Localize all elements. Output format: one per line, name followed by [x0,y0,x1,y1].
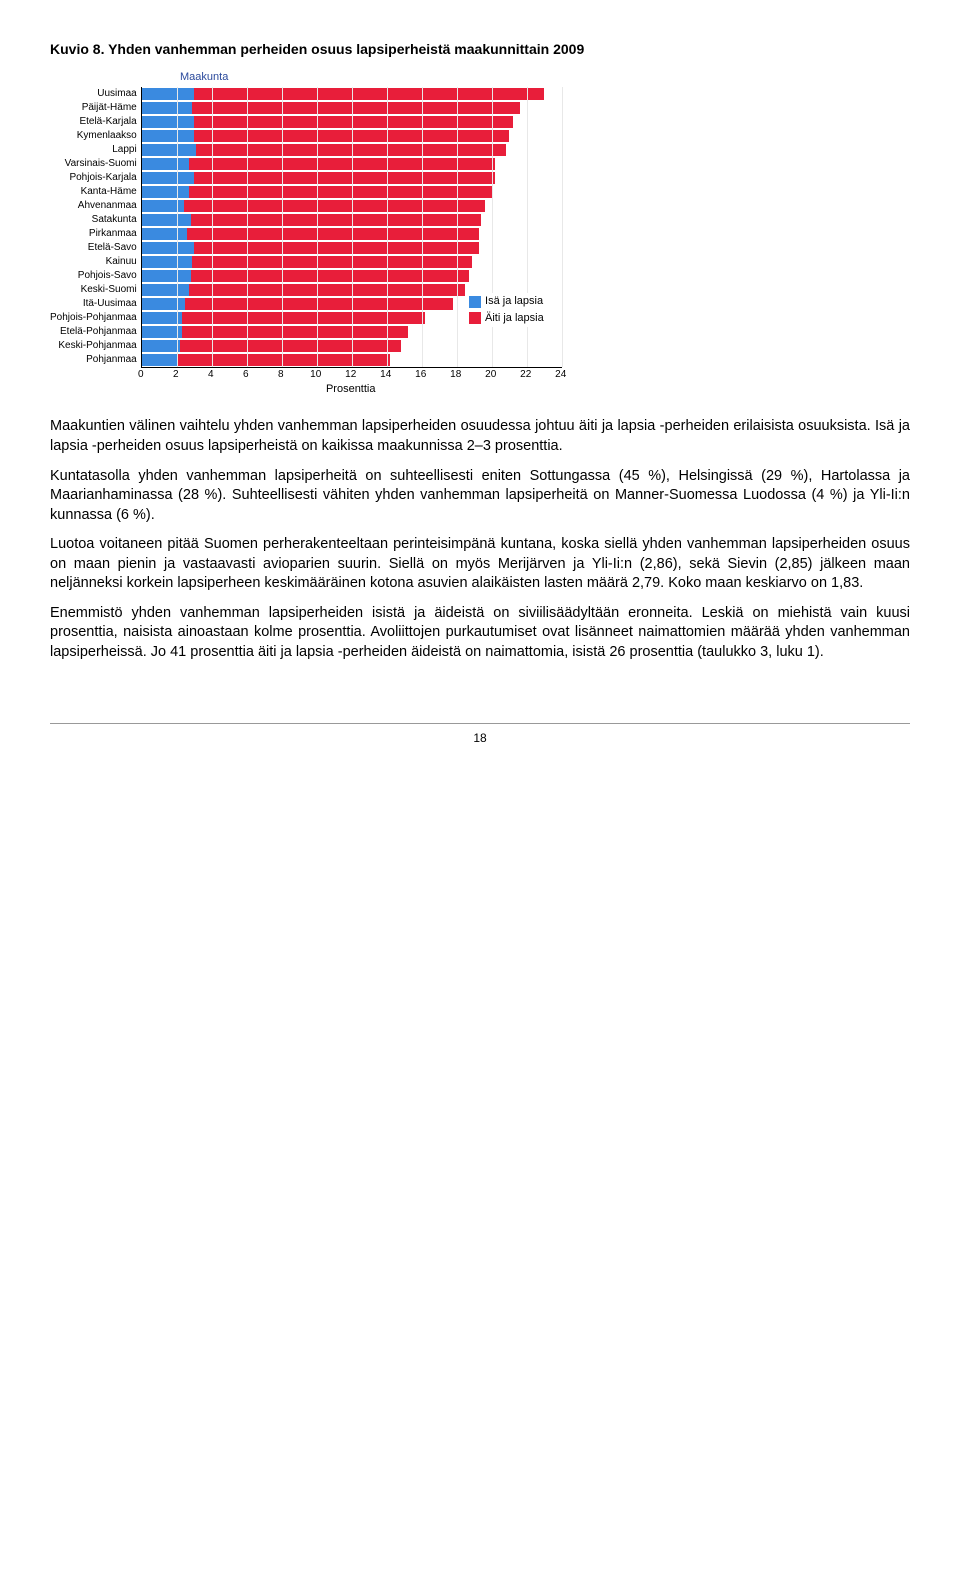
page-number: 18 [50,723,910,747]
chart-x-tick-label: 14 [380,368,391,382]
body-paragraph: Maakuntien välinen vaihtelu yhden vanhem… [50,417,910,456]
chart-gridline [247,87,248,367]
chart-y-tick-label: Keski-Pohjanmaa [58,339,136,353]
chart-inner-title: Maakunta [180,70,910,85]
chart-x-tick-label: 8 [278,368,284,382]
chart-x-label: Prosenttia [141,382,561,397]
chart-y-tick-label: Pohjanmaa [86,353,137,367]
chart-bar-seg-isa [142,354,177,366]
chart-bar-seg-aiti [180,340,401,352]
chart-y-tick-label: Keski-Suomi [81,283,137,297]
chart-y-tick-label: Etelä-Savo [88,241,137,255]
chart-bar-seg-isa [142,158,189,170]
body-paragraph: Kuntatasolla yhden vanhemman lapsiperhei… [50,467,910,526]
chart-y-tick-label: Päijät-Häme [82,101,137,115]
chart-bar-seg-aiti [192,256,472,268]
chart-gridline [422,87,423,367]
chart-y-tick-label: Kymenlaakso [77,129,137,143]
legend-item-isa: Isä ja lapsia [469,294,544,309]
chart-area: UusimaaPäijät-HämeEtelä-KarjalaKymenlaak… [50,87,910,397]
chart-y-tick-label: Itä-Uusimaa [83,297,137,311]
chart-y-tick-label: Etelä-Karjala [79,115,136,129]
chart-bar-seg-isa [142,242,195,254]
chart-gridline [212,87,213,367]
chart-container: Maakunta UusimaaPäijät-HämeEtelä-Karjala… [50,70,910,398]
chart-bar-seg-isa [142,284,189,296]
chart-y-tick-label: Etelä-Pohjanmaa [60,325,137,339]
legend-swatch-aiti [469,312,481,324]
chart-bar-seg-aiti [189,186,492,198]
chart-bar-seg-aiti [194,242,479,254]
chart-plot-column: Isä ja lapsia Äiti ja lapsia 0 2 4 6 8 10 12 14… [141,87,562,397]
chart-y-tick-label: Uusimaa [97,87,136,101]
figure-heading: Kuvio 8. Yhden vanhemman perheiden osuus… [50,40,910,60]
chart-y-tick-label: Lappi [112,143,136,157]
chart-bar-seg-isa [142,256,193,268]
legend-item-aiti: Äiti ja lapsia [469,311,544,326]
chart-bar-seg-aiti [192,102,519,114]
chart-x-tick-label: 18 [450,368,461,382]
chart-bar-seg-aiti [177,354,391,366]
chart-gridline [352,87,353,367]
chart-x-tick-label: 12 [345,368,356,382]
chart-y-tick-label: Kanta-Häme [81,185,137,199]
chart-y-tick-label: Ahvenanmaa [78,199,137,213]
chart-bar-seg-isa [142,102,193,114]
body-paragraph: Luotoa voitaneen pitää Suomen perheraken… [50,535,910,594]
chart-bar-seg-aiti [191,214,482,226]
chart-x-tick-label: 4 [208,368,214,382]
chart-bar-seg-isa [142,186,189,198]
chart-x-tick-label: 2 [173,368,179,382]
chart-bar-seg-aiti [194,116,513,128]
chart-gridline [317,87,318,367]
body-paragraph: Enemmistö yhden vanhemman lapsiperheiden… [50,604,910,663]
chart-x-tick-label: 16 [415,368,426,382]
chart-bar-seg-aiti [182,326,408,338]
chart-bar-seg-aiti [194,172,495,184]
chart-y-tick-label: Pohjois-Savo [78,269,137,283]
chart-y-tick-label: Pohjois-Karjala [69,171,136,185]
chart-bar-seg-aiti [182,312,425,324]
chart-bar-seg-aiti [189,284,466,296]
chart-bar-seg-aiti [184,200,485,212]
legend-label-aiti: Äiti ja lapsia [485,311,544,326]
chart-y-labels: UusimaaPäijät-HämeEtelä-KarjalaKymenlaak… [50,87,141,367]
chart-y-tick-label: Satakunta [92,213,137,227]
chart-bar-seg-isa [142,228,188,240]
chart-plot: Isä ja lapsia Äiti ja lapsia [141,87,562,368]
chart-x-tick-label: 24 [555,368,566,382]
chart-x-tick-label: 6 [243,368,249,382]
chart-x-tick-label: 0 [138,368,144,382]
chart-bar-seg-isa [142,88,195,100]
chart-y-tick-label: Pirkanmaa [89,227,137,241]
chart-x-tick-label: 10 [310,368,321,382]
chart-y-tick-label: Pohjois-Pohjanmaa [50,311,137,325]
chart-bar-seg-isa [142,144,196,156]
chart-bar-seg-isa [142,214,191,226]
chart-bar-seg-aiti [191,270,469,282]
chart-x-tick-label: 20 [485,368,496,382]
chart-bar-seg-isa [142,270,191,282]
chart-bar-seg-isa [142,130,195,142]
chart-bar-seg-aiti [187,228,479,240]
chart-bar-seg-isa [142,298,186,310]
chart-gridline [387,87,388,367]
legend-swatch-isa [469,296,481,308]
chart-gridline [282,87,283,367]
chart-legend: Isä ja lapsia Äiti ja lapsia [469,293,544,327]
chart-bar-seg-aiti [185,298,453,310]
chart-y-tick-label: Varsinais-Suomi [65,157,137,171]
chart-gridline [457,87,458,367]
chart-gridline [177,87,178,367]
chart-y-tick-label: Kainuu [106,255,137,269]
legend-label-isa: Isä ja lapsia [485,294,543,309]
chart-bar-seg-isa [142,172,195,184]
chart-x-tick-label: 22 [520,368,531,382]
chart-gridline [562,87,563,367]
chart-bar-seg-aiti [189,158,495,170]
chart-x-axis: 024681012141618202224 [141,368,561,382]
chart-bar-seg-isa [142,340,181,352]
chart-bar-seg-isa [142,116,195,128]
